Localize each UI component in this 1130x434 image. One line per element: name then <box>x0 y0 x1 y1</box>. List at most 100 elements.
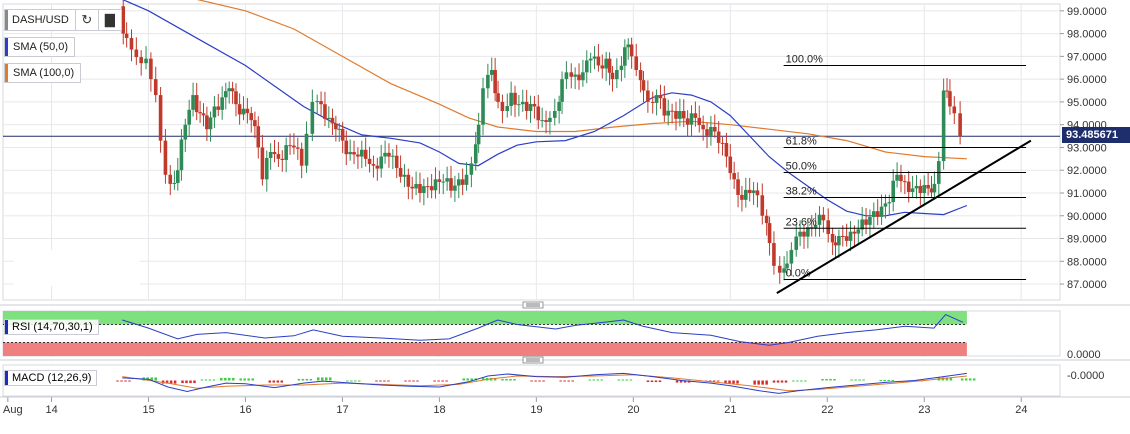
candle-body <box>249 113 254 121</box>
macd-histogram-bar <box>120 380 123 382</box>
candle-body <box>493 70 497 94</box>
macd-histogram-bar <box>658 380 662 383</box>
candle-body <box>654 95 659 103</box>
legend-macd[interactable]: MACD (12,26,9) <box>4 370 98 386</box>
candle-body <box>557 101 561 112</box>
macd-histogram-bar <box>329 377 332 381</box>
candle-body <box>728 156 733 174</box>
macd-histogram-bar <box>232 377 235 381</box>
panel-resize-handle[interactable] <box>522 301 544 309</box>
macd-histogram-bar <box>272 380 276 383</box>
candle-body <box>875 211 880 217</box>
y-tick-label: 98.0000 <box>1067 29 1107 41</box>
legend-rsi[interactable]: RSI (14,70,30,1) <box>4 319 99 335</box>
candle-body <box>460 179 465 185</box>
candle-body <box>205 115 209 130</box>
macd-histogram-bar <box>712 380 716 382</box>
macd-histogram-bar <box>220 377 223 381</box>
macd-histogram-bar <box>592 379 596 381</box>
candle-body <box>476 124 481 145</box>
macd-histogram-bar <box>228 377 231 381</box>
macd-histogram-bar <box>567 380 570 382</box>
candle-body <box>767 223 772 244</box>
candle-body <box>334 123 338 130</box>
candle-body <box>623 47 627 66</box>
fib-label: 23.6% <box>786 216 817 228</box>
y-tick-label: 92.0000 <box>1067 165 1107 177</box>
candle-body <box>441 181 446 183</box>
candle-body <box>724 143 729 157</box>
candle-body <box>284 145 288 160</box>
macd-histogram-bar <box>654 380 658 383</box>
candle-body <box>456 179 461 186</box>
candle-body <box>194 95 199 113</box>
macd-histogram-bar <box>784 380 788 383</box>
candle-body <box>260 147 265 180</box>
macd-histogram-bar <box>796 380 799 382</box>
macd-histogram-bar <box>829 378 832 381</box>
macd-histogram-bar <box>513 378 516 381</box>
candle-body <box>837 236 841 246</box>
candle-body <box>348 152 352 155</box>
candle-body <box>712 126 717 132</box>
sma50-line <box>122 0 968 217</box>
macd-histogram-bar <box>765 380 768 385</box>
macd-histogram-bar <box>173 380 177 384</box>
y-tick-label: 90.0000 <box>1067 211 1107 223</box>
candle-body <box>577 74 581 81</box>
macd-histogram-bar <box>792 380 795 382</box>
candle-body <box>666 110 671 116</box>
macd-histogram-bar <box>185 380 188 384</box>
candle-body <box>948 91 952 107</box>
candle-body <box>473 144 478 164</box>
legend-sma100[interactable]: SMA (100,0) <box>4 63 82 83</box>
candle-body <box>833 242 838 246</box>
candle-body <box>697 117 702 126</box>
symbol-selector[interactable]: DASH/USD ↻ ▇ <box>4 9 122 31</box>
current-price-tag: 93.485671 <box>1062 127 1130 143</box>
macd-histogram-bar <box>280 380 284 383</box>
candle-body <box>520 101 525 105</box>
x-tick-label: 21 <box>724 404 736 416</box>
candle-body <box>437 179 442 182</box>
trendline-path <box>776 139 1032 295</box>
macd-histogram-bar <box>470 378 473 381</box>
macd-histogram-bar <box>571 380 574 382</box>
legend-sma50[interactable]: SMA (50,0) <box>4 37 76 57</box>
panel-resize-handle[interactable] <box>522 356 544 364</box>
candle-body <box>469 163 474 175</box>
candle-body <box>852 231 857 234</box>
macd-histogram-bar <box>493 377 497 381</box>
macd-swatch <box>5 371 8 385</box>
candle-body <box>607 58 612 73</box>
macd-histogram-bar <box>563 380 566 382</box>
candle-body <box>327 117 331 119</box>
candle-body <box>782 268 786 273</box>
candle-body <box>755 190 760 196</box>
macd-histogram-bar <box>530 380 533 382</box>
candle-body <box>532 103 537 107</box>
macd-histogram-bar <box>596 379 600 381</box>
macd-histogram-bar <box>462 378 465 381</box>
candle-body <box>216 106 221 110</box>
candle-body <box>464 174 469 185</box>
candle-body <box>179 139 184 171</box>
bar-chart-icon[interactable]: ▇ <box>97 10 121 30</box>
candle-body <box>813 224 818 229</box>
candle-body <box>709 126 713 136</box>
candle-body <box>379 156 383 169</box>
refresh-icon[interactable]: ↻ <box>74 10 98 30</box>
macd-histogram-bar <box>800 380 803 382</box>
macd-histogram-bar <box>650 380 654 383</box>
candle-body <box>610 72 615 80</box>
candle-body <box>564 72 569 80</box>
macd-histogram-bar <box>309 378 313 381</box>
candle-body <box>872 211 876 217</box>
candle-body <box>310 101 315 134</box>
candle-body <box>826 220 831 234</box>
macd-panel: -0.0000 <box>2 364 1104 397</box>
candle-body <box>678 111 682 119</box>
macd-histogram-bar <box>243 378 246 381</box>
macd-histogram-bar <box>825 378 828 381</box>
